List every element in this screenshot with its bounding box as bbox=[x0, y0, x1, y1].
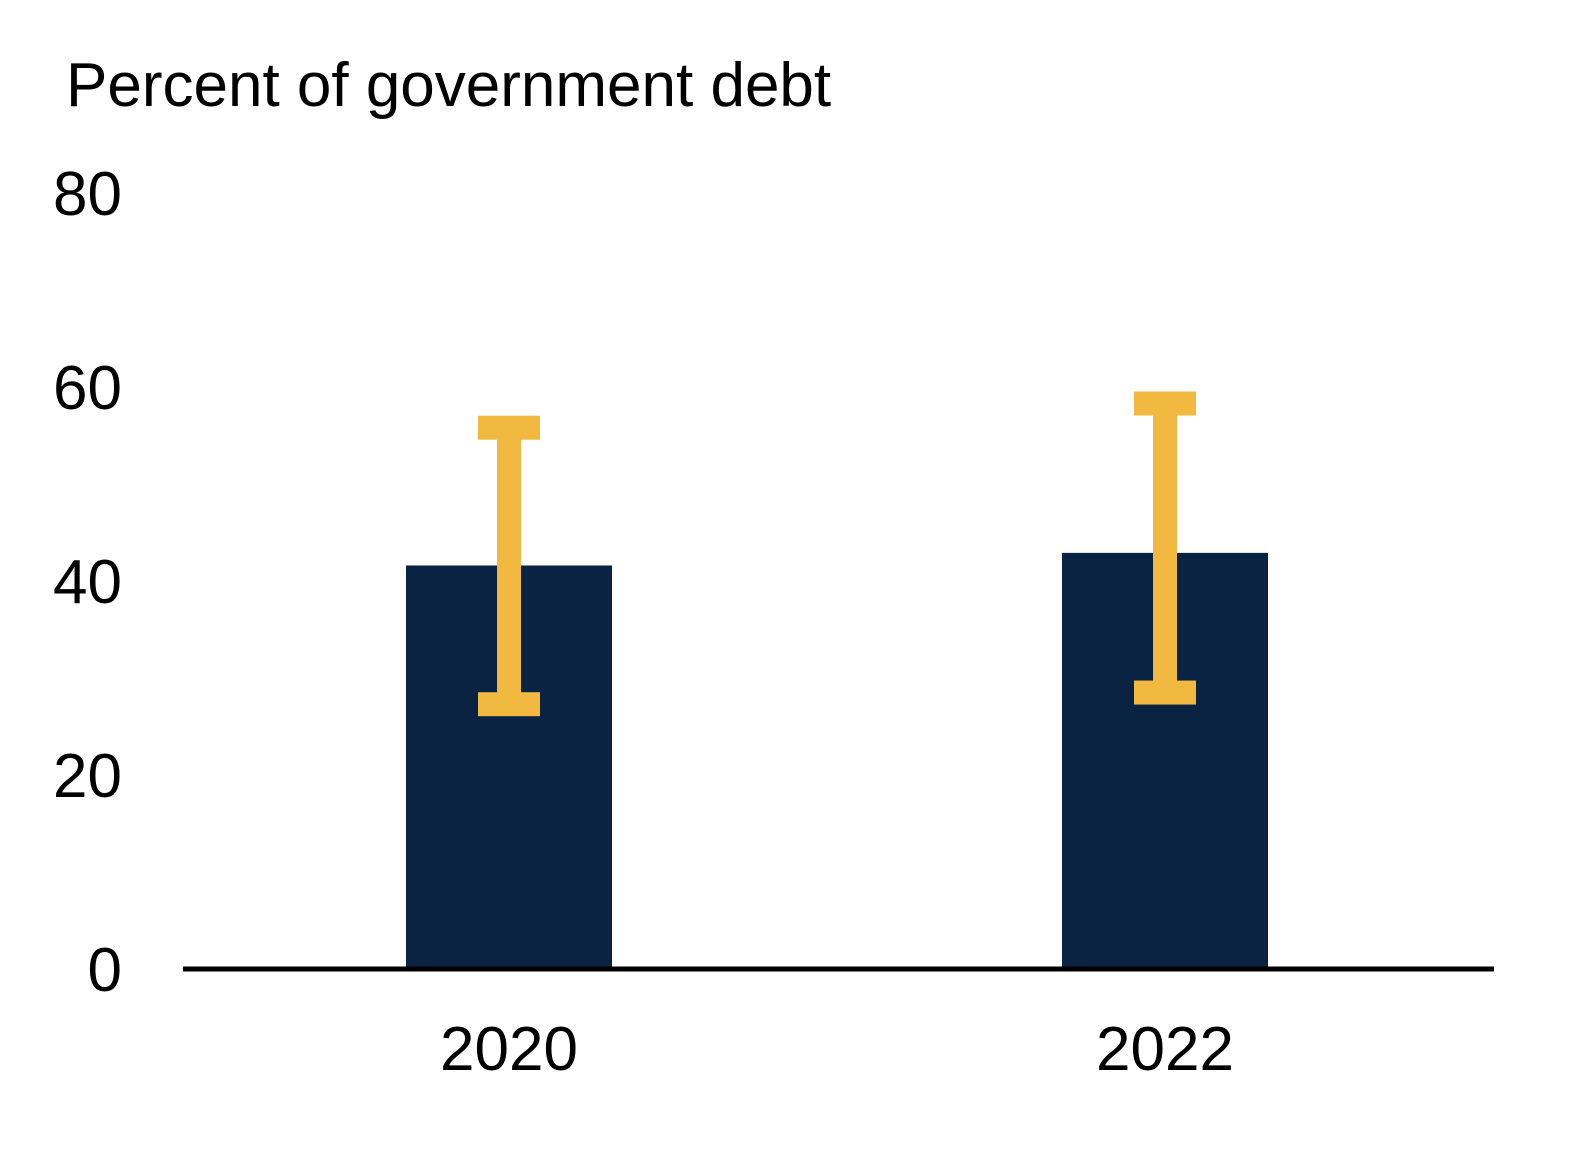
error-bar-2020 bbox=[478, 415, 540, 717]
x-tick-label: 2020 bbox=[440, 1015, 578, 1084]
y-tick-labels: 0 20 40 60 80 bbox=[53, 160, 122, 1005]
error-bar-cap-high bbox=[1134, 391, 1196, 416]
error-bar-stem bbox=[497, 427, 521, 705]
error-bar-cap-high bbox=[478, 415, 540, 440]
y-tick-label: 20 bbox=[53, 742, 122, 811]
error-bar-cap-low bbox=[1134, 680, 1196, 705]
y-tick-label: 40 bbox=[53, 548, 122, 617]
y-tick-label: 0 bbox=[88, 936, 122, 1005]
y-axis-label: Percent of government debt bbox=[66, 51, 831, 120]
error-bar-stem bbox=[1153, 403, 1177, 693]
error-bars bbox=[478, 391, 1196, 717]
y-tick-label: 80 bbox=[53, 160, 122, 229]
error-bar-2022 bbox=[1134, 391, 1196, 705]
error-bar-cap-low bbox=[478, 692, 540, 717]
y-tick-label: 60 bbox=[53, 354, 122, 423]
x-tick-labels: 2020 2022 bbox=[440, 1015, 1234, 1084]
x-tick-label: 2022 bbox=[1096, 1015, 1234, 1084]
bars bbox=[406, 552, 1268, 969]
